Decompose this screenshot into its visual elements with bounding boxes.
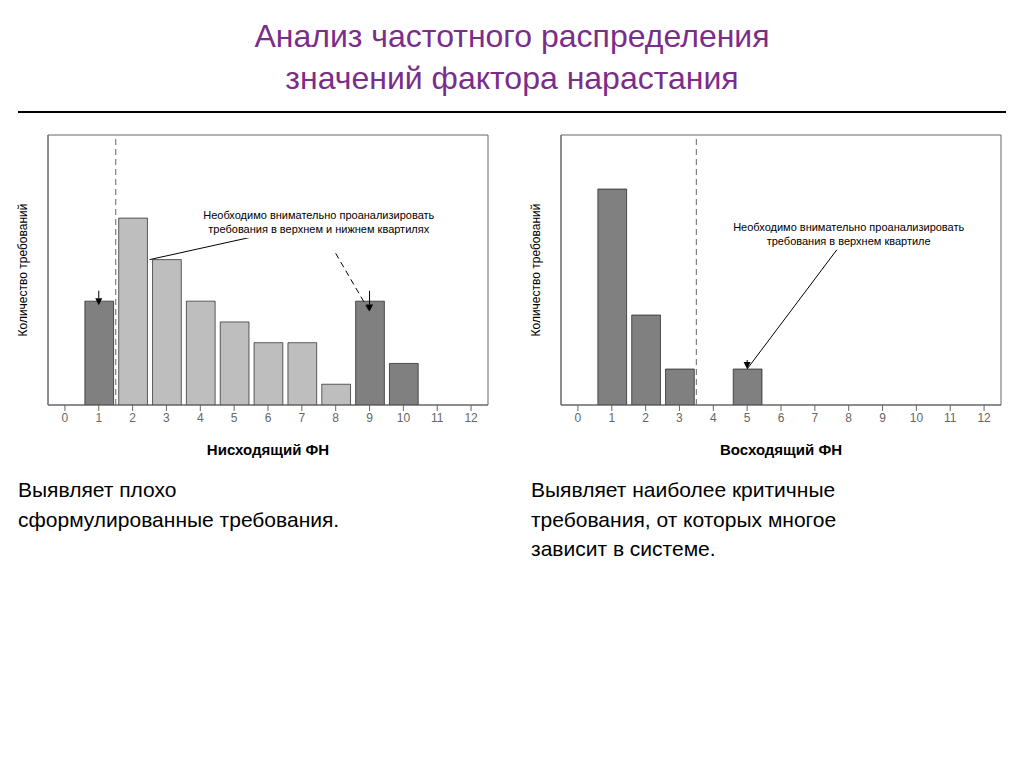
svg-text:8: 8 bbox=[845, 411, 852, 425]
svg-text:Количество требований: Количество требований bbox=[16, 204, 30, 337]
svg-text:9: 9 bbox=[879, 411, 886, 425]
svg-text:Количество требований: Количество требований bbox=[529, 204, 543, 337]
svg-text:2: 2 bbox=[642, 411, 649, 425]
svg-text:11: 11 bbox=[944, 411, 957, 425]
svg-text:Необходимо внимательно проанал: Необходимо внимательно проанализироватьт… bbox=[733, 221, 964, 247]
svg-text:11: 11 bbox=[431, 411, 444, 425]
svg-text:10: 10 bbox=[910, 411, 924, 425]
svg-text:2: 2 bbox=[129, 411, 136, 425]
svg-text:Восходящий ФН: Восходящий ФН bbox=[720, 441, 842, 458]
svg-text:1: 1 bbox=[95, 411, 102, 425]
svg-text:Необходимо внимательно проанал: Необходимо внимательно проанализироватьт… bbox=[203, 210, 434, 236]
svg-text:Нисходящий ФН: Нисходящий ФН bbox=[207, 441, 329, 458]
svg-text:5: 5 bbox=[744, 411, 751, 425]
svg-text:12: 12 bbox=[977, 411, 991, 425]
svg-text:0: 0 bbox=[575, 411, 582, 425]
svg-text:12: 12 bbox=[464, 411, 478, 425]
svg-text:3: 3 bbox=[676, 411, 683, 425]
svg-text:7: 7 bbox=[812, 411, 819, 425]
svg-text:9: 9 bbox=[366, 411, 373, 425]
svg-text:1: 1 bbox=[608, 411, 615, 425]
svg-text:10: 10 bbox=[397, 411, 411, 425]
html-text:Выявляет плохо сформулированны: Выявляет плохо сформулированные требован… bbox=[18, 478, 340, 531]
html-text:значений фактора нарастания: значений фактора нарастания bbox=[285, 59, 739, 96]
svg-text:6: 6 bbox=[778, 411, 785, 425]
svg-text:7: 7 bbox=[299, 411, 306, 425]
svg-text:4: 4 bbox=[197, 411, 204, 425]
svg-text:6: 6 bbox=[265, 411, 272, 425]
svg-text:3: 3 bbox=[163, 411, 170, 425]
html-text:Анализ частотного распределени: Анализ частотного распределения bbox=[254, 18, 770, 54]
html-text:Выявляет наиболее критичные тр: Выявляет наиболее критичные требования, … bbox=[531, 478, 837, 560]
svg-text:8: 8 bbox=[332, 411, 339, 425]
svg-text:0: 0 bbox=[62, 411, 69, 425]
svg-text:4: 4 bbox=[710, 411, 717, 425]
svg-text:5: 5 bbox=[231, 411, 238, 425]
